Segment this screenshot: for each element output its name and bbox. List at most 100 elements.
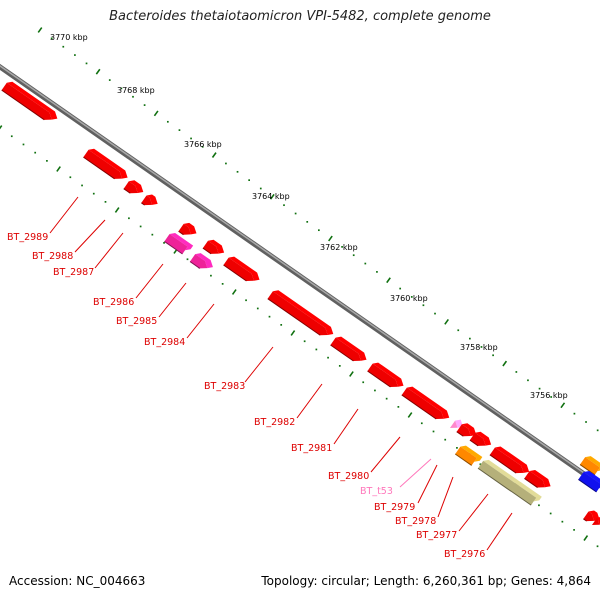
feature-edge <box>1 89 45 121</box>
feature-cds <box>456 423 477 437</box>
ruler-dot <box>515 371 518 373</box>
feature-edge <box>223 264 247 282</box>
feature-face <box>367 363 398 387</box>
scale-ticks: 3770 kbp 3768 kbp 3766 kbp 3764 kbp 3762… <box>50 33 568 400</box>
feature-edge <box>267 298 321 336</box>
ruler-dot <box>469 337 471 340</box>
feature-face <box>578 472 600 492</box>
ruler-dot <box>132 95 134 98</box>
feature-top <box>460 445 483 462</box>
feature-cds <box>469 431 492 447</box>
tick-label-3762: 3762 kbp <box>320 243 358 252</box>
feature-cds <box>83 148 128 180</box>
gene-label-trna: BT_t53 <box>360 486 393 497</box>
feature-top-strand <box>579 456 600 476</box>
ruler-dot <box>385 397 388 400</box>
ruler-dot <box>315 348 318 351</box>
feature-face <box>141 195 153 206</box>
ruler-tick <box>560 402 566 409</box>
backbone-highlight <box>0 65 600 485</box>
ruler-dot <box>456 447 458 449</box>
feature-second-row <box>189 253 213 269</box>
feature-face <box>489 447 524 474</box>
ruler-dot <box>10 135 13 138</box>
ruler-dot <box>585 421 587 423</box>
feature-edge <box>83 156 115 180</box>
ruler-dot <box>259 187 262 190</box>
ruler-dot <box>163 242 165 244</box>
ruler-dot <box>81 184 83 187</box>
leader-line <box>158 282 187 318</box>
leader-line <box>370 436 401 473</box>
feature-second-row <box>164 233 194 255</box>
gene-label: BT_2987 <box>53 267 94 278</box>
ruler-dot <box>352 254 355 257</box>
ruler-dot <box>190 137 192 140</box>
feature-edge <box>178 230 184 236</box>
ruler-tick <box>407 412 413 418</box>
ruler-dot <box>444 438 447 441</box>
feature-cds <box>524 470 551 488</box>
ruler-dot <box>210 274 212 277</box>
ruler-dot <box>128 217 130 220</box>
leader-line <box>135 263 164 299</box>
feature-face <box>509 482 537 506</box>
ruler-tick <box>56 166 61 172</box>
feature-edge <box>477 467 512 492</box>
feature-face <box>1 82 52 120</box>
feature-top <box>406 386 450 419</box>
feature-face <box>591 517 600 525</box>
ruler-dot <box>22 143 25 146</box>
ruler-dot <box>410 296 413 298</box>
ruler-dot <box>338 365 341 367</box>
leader-line <box>437 476 454 518</box>
feature-edge <box>509 489 532 506</box>
ruler-dot <box>596 429 599 432</box>
feature-edge <box>583 518 587 522</box>
tick-label-3760: 3760 kbp <box>390 294 428 303</box>
leader-line <box>333 408 359 445</box>
backbone <box>0 63 600 489</box>
feature-top <box>128 180 144 194</box>
ruler-dot <box>178 129 181 131</box>
ruler-dot <box>283 204 285 207</box>
ruler-tick <box>328 235 333 242</box>
ruler-dot <box>376 271 378 273</box>
ruler-tick <box>290 330 296 336</box>
ruler-dot <box>573 412 576 415</box>
feature-top <box>494 446 530 473</box>
leader-line <box>74 219 106 253</box>
leader-line <box>94 232 124 269</box>
feature-edge <box>456 431 464 437</box>
feature-cds <box>1 81 58 121</box>
gene-label: BT_2982 <box>254 417 295 428</box>
ruler-dot <box>457 329 460 332</box>
label-leaders <box>49 196 513 551</box>
ruler-dot <box>248 179 251 182</box>
ruler-dot <box>151 233 154 236</box>
feature-face <box>83 149 123 179</box>
ruler-dot <box>434 312 436 315</box>
feature-face <box>524 471 546 488</box>
ruler-dot <box>327 356 329 359</box>
topology-text: Topology: circular; Length: 6,260,361 bp… <box>261 574 591 588</box>
ruler-tick <box>269 193 275 200</box>
ruler-tick <box>502 360 508 367</box>
feature-top <box>483 459 522 488</box>
ruler-dot <box>166 120 169 123</box>
tick-label-3758: 3758 kbp <box>460 343 498 352</box>
ruler-dot <box>527 379 529 382</box>
dotted-rulers <box>0 27 599 548</box>
gene-label: BT_2978 <box>395 516 436 527</box>
ruler-dot <box>374 389 376 392</box>
feature-cds <box>267 290 334 336</box>
ruler-dot <box>256 307 259 310</box>
feature-edge <box>123 188 131 194</box>
feature-edge <box>141 202 145 206</box>
gene-label: BT_2984 <box>144 337 185 348</box>
ruler-dot <box>139 225 142 228</box>
ruler-dot <box>74 54 76 56</box>
ruler-dot <box>538 387 541 390</box>
